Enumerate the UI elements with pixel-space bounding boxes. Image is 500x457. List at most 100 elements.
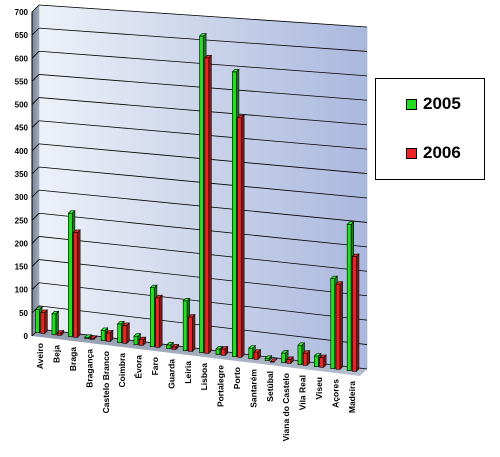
bar-top bbox=[335, 281, 344, 285]
bar-top bbox=[34, 306, 43, 310]
y-tick-label: 550 bbox=[15, 77, 29, 86]
bar-2006-Braga bbox=[72, 229, 81, 339]
gridline-side bbox=[31, 4, 40, 13]
bar-top bbox=[51, 310, 60, 315]
bar-front bbox=[171, 346, 177, 350]
bar-2006-Santarém bbox=[253, 348, 262, 361]
gridline-side bbox=[31, 236, 40, 244]
bar-top bbox=[330, 275, 339, 279]
bar-top bbox=[318, 354, 327, 358]
x-tick-label: Porto bbox=[232, 367, 242, 389]
x-axis-labels: Aveiro Beja Braga Bragança Castelo Branco Coi… bbox=[35, 343, 357, 441]
bar-top bbox=[248, 345, 257, 349]
bar-front bbox=[302, 352, 308, 366]
x-tick-label: Faro bbox=[150, 357, 160, 375]
x-tick-label: Beja bbox=[52, 345, 62, 363]
bar-front bbox=[166, 344, 172, 349]
x-tick-label: Portalegre bbox=[216, 365, 226, 407]
bar-front bbox=[237, 117, 242, 358]
gridline-side bbox=[31, 166, 40, 175]
bar-top bbox=[171, 344, 180, 348]
bar-top bbox=[149, 284, 158, 288]
bar-front bbox=[199, 35, 204, 353]
bar-2006-Lisboa bbox=[204, 54, 213, 355]
y-tick-label: 200 bbox=[15, 239, 29, 248]
gridline bbox=[38, 4, 368, 28]
bar-top bbox=[154, 294, 163, 298]
bar-top bbox=[40, 309, 49, 313]
x-tick-label: Viana do Castelo bbox=[281, 373, 291, 441]
bar-2005-Bragança bbox=[84, 334, 93, 340]
bar-side bbox=[44, 309, 48, 335]
bar-2006-Castelo Branco bbox=[105, 329, 114, 343]
gridline-side bbox=[31, 120, 40, 128]
x-tick-label: Bragança bbox=[84, 349, 94, 388]
legend-label-2005: 2005 bbox=[423, 94, 461, 113]
bar-front bbox=[215, 348, 221, 355]
bar-2006-Viana do Castelo bbox=[286, 356, 295, 365]
bar-2006-Viseu bbox=[318, 354, 327, 369]
y-tick-label: 600 bbox=[15, 54, 29, 63]
bar-front bbox=[314, 355, 319, 367]
bar-side bbox=[241, 114, 245, 359]
bar-top bbox=[204, 55, 213, 59]
bar-top bbox=[122, 322, 131, 326]
bar-top bbox=[215, 346, 224, 350]
bar-front bbox=[138, 339, 144, 346]
bar-front bbox=[106, 332, 111, 342]
bar-2005-Beja bbox=[51, 310, 60, 336]
bar-front bbox=[264, 357, 270, 361]
bar-front bbox=[352, 256, 357, 372]
bar-side bbox=[339, 280, 343, 371]
gridline-side bbox=[31, 51, 40, 59]
bar-top bbox=[302, 350, 311, 354]
y-tick-label: 500 bbox=[15, 101, 29, 110]
bar-front bbox=[335, 283, 341, 370]
bar-top bbox=[105, 330, 114, 334]
bar-2005-Setúbal bbox=[264, 355, 273, 362]
bar-2006-Madeira bbox=[351, 253, 360, 373]
x-tick-label: Coimbra bbox=[117, 353, 127, 388]
bar-front bbox=[100, 330, 106, 341]
bar-side bbox=[192, 313, 196, 353]
bar-side bbox=[208, 54, 212, 355]
bar-top bbox=[84, 334, 93, 338]
bar-front bbox=[51, 313, 57, 335]
bar-front bbox=[122, 325, 128, 344]
y-tick-label: 50 bbox=[19, 309, 28, 318]
gridline-side bbox=[31, 189, 40, 198]
bar-2006-Coimbra bbox=[122, 322, 131, 345]
x-tick-label: Évora bbox=[134, 355, 144, 379]
x-tick-label: Castelo Branco bbox=[101, 351, 111, 413]
bar-side bbox=[77, 229, 81, 339]
bar-top bbox=[89, 335, 98, 339]
bar-top bbox=[297, 342, 306, 346]
bar-2006-Aveiro bbox=[40, 309, 49, 335]
bar-front bbox=[56, 332, 62, 336]
bar-front bbox=[248, 347, 254, 359]
y-tick-label: 350 bbox=[15, 170, 29, 179]
bar-front bbox=[68, 212, 73, 337]
bar-front bbox=[155, 297, 160, 348]
bar-2006-Faro bbox=[154, 294, 163, 349]
x-tick-label: Braga bbox=[68, 347, 78, 371]
y-tick-label: 650 bbox=[15, 31, 29, 40]
bar-2006-Guarda bbox=[171, 343, 180, 351]
bar-front bbox=[232, 71, 237, 357]
bar-front bbox=[220, 348, 226, 356]
bar-top bbox=[166, 342, 175, 346]
y-tick-label: 100 bbox=[15, 286, 29, 295]
bar-top bbox=[182, 298, 191, 302]
y-tick-label: 700 bbox=[15, 8, 29, 17]
bar-front bbox=[40, 312, 46, 334]
x-tick-label: Guarda bbox=[166, 359, 176, 389]
bar-2006-Açores bbox=[335, 280, 344, 371]
gridline-side bbox=[31, 143, 40, 152]
bar-top bbox=[198, 33, 207, 37]
bar-top bbox=[100, 327, 109, 331]
bar-front bbox=[319, 357, 324, 368]
bar-front bbox=[346, 224, 352, 371]
bar-front bbox=[286, 359, 292, 364]
gridline-side bbox=[31, 27, 40, 36]
bar-front bbox=[35, 309, 40, 333]
